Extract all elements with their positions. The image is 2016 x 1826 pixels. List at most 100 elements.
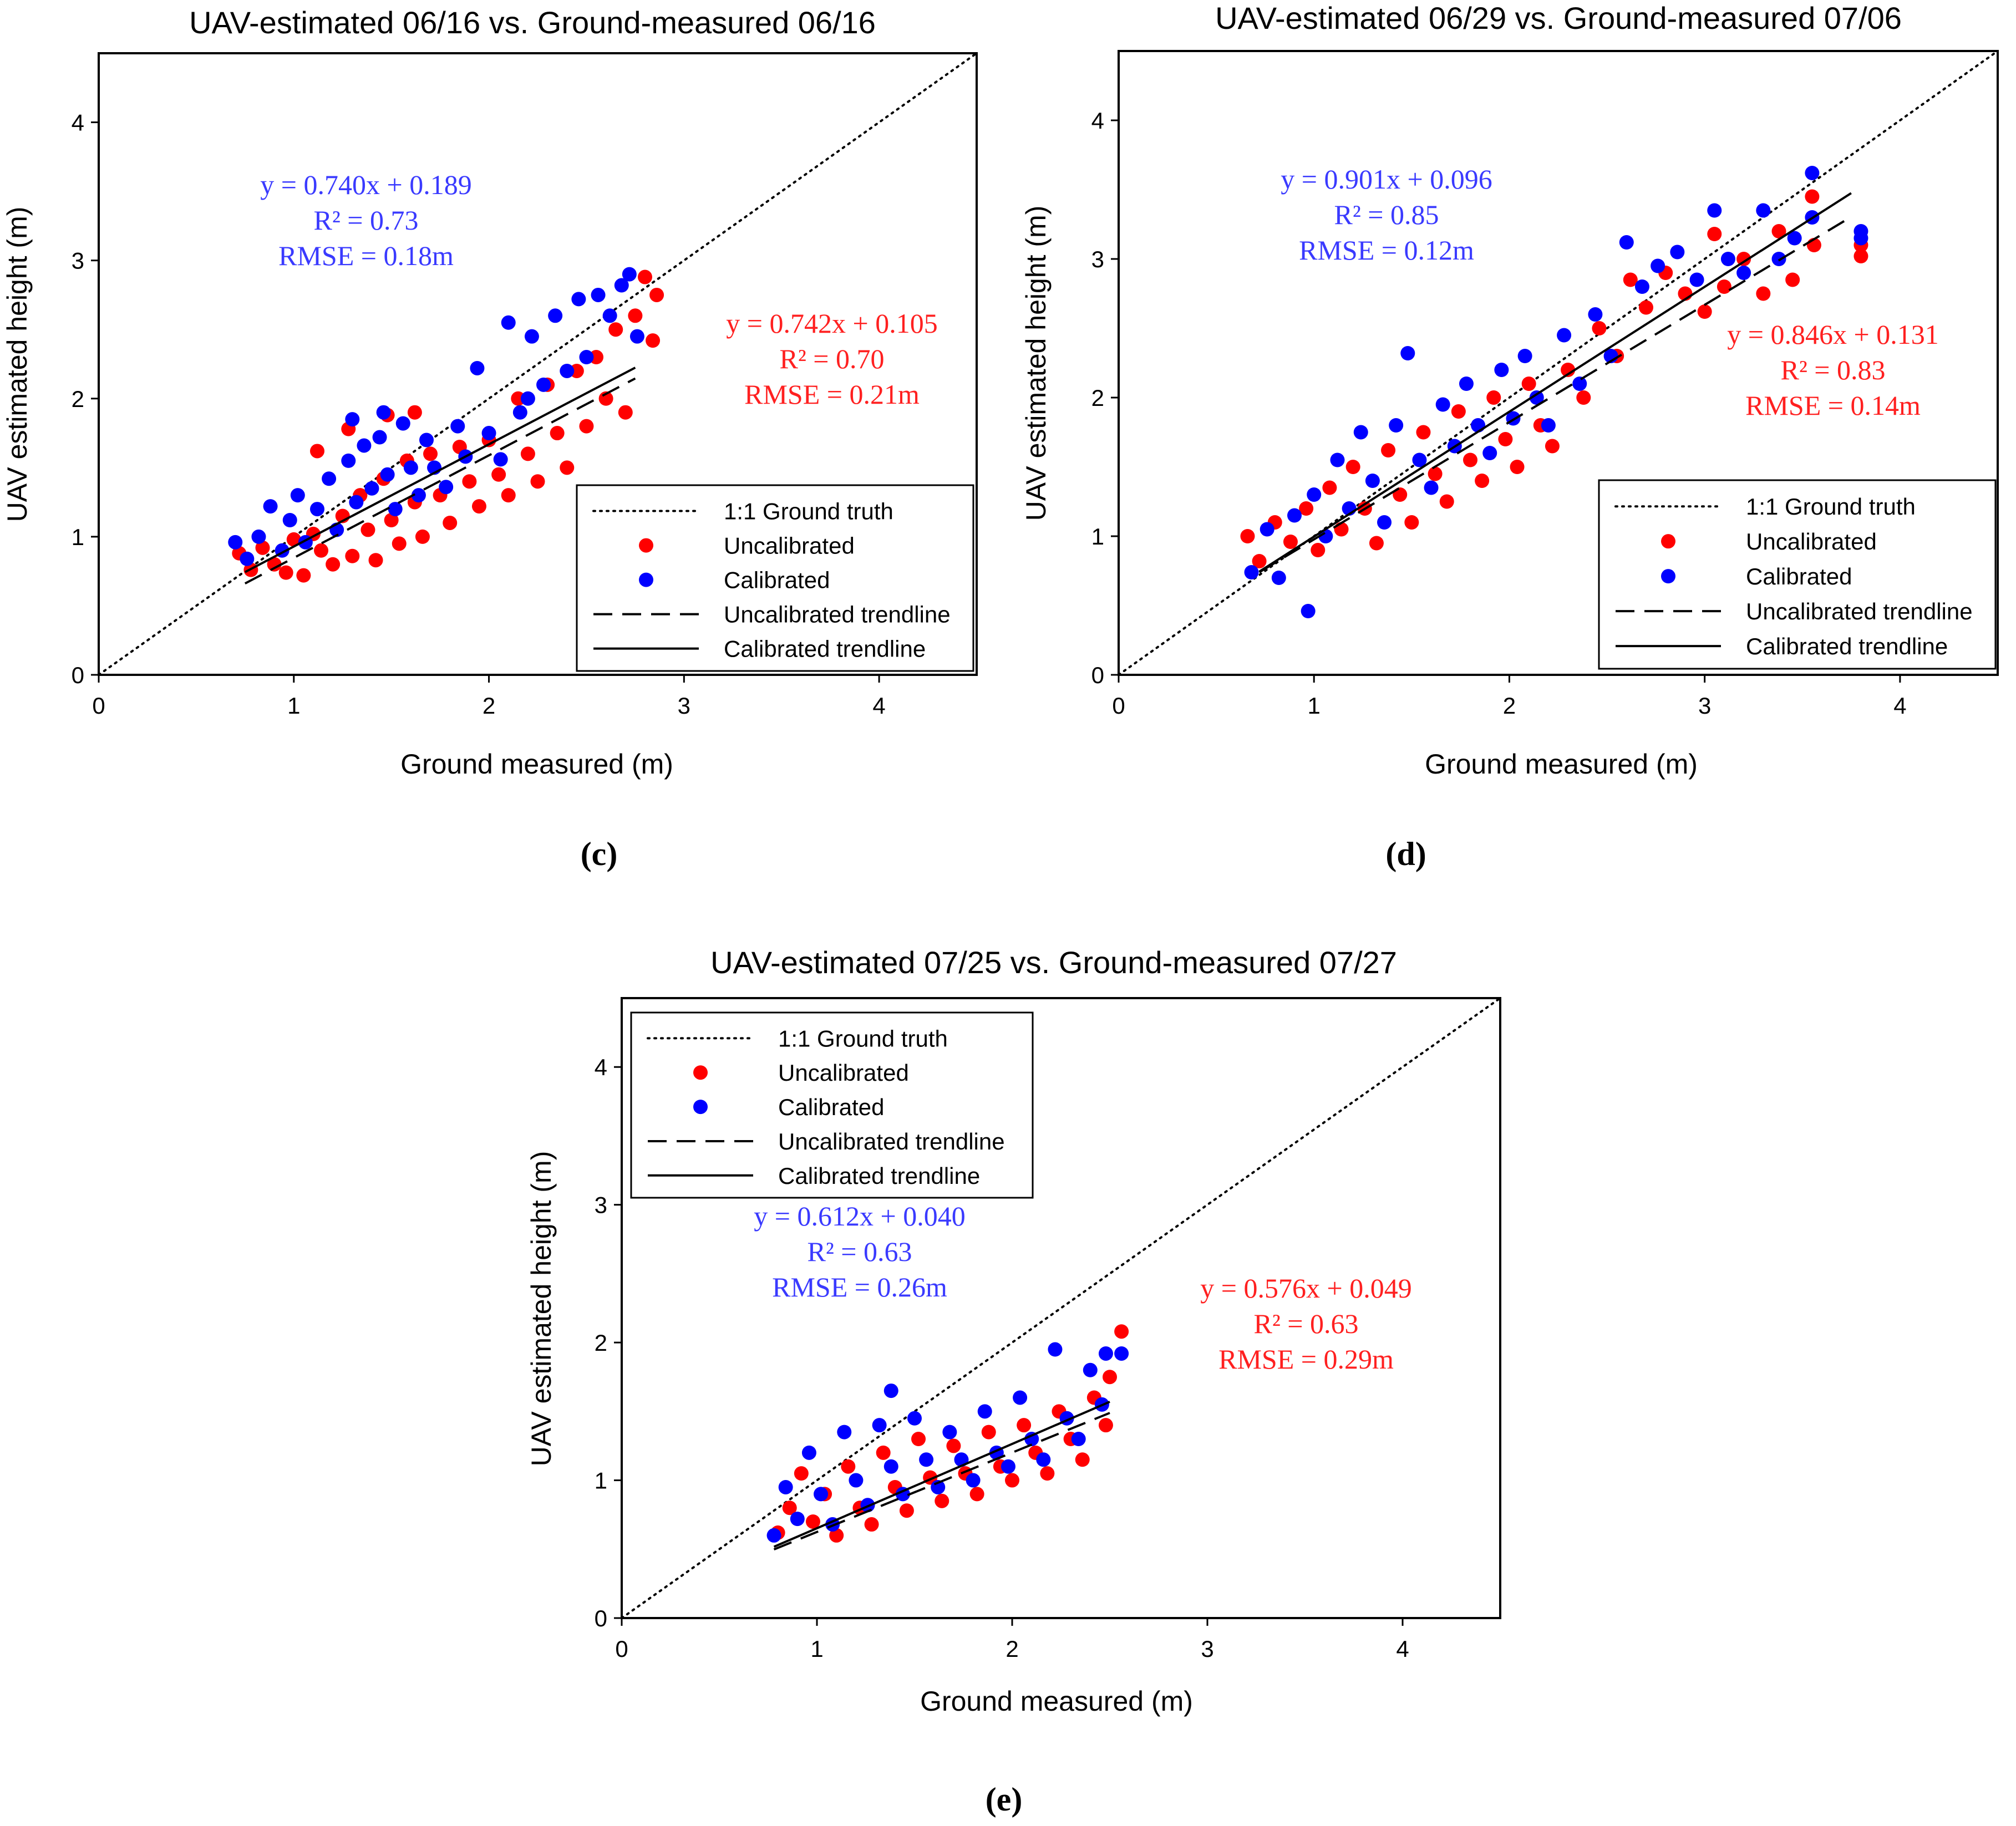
calibrated-point [1771,252,1786,266]
calibrated-point [1634,279,1649,294]
calibrated-fit-rmse: RMSE = 0.18m [278,240,454,271]
legend-label: 1:1 Ground truth [1746,494,1916,520]
uncalibrated-point [829,1528,844,1543]
calibrated-point [1024,1432,1039,1447]
x-tick-label: 0 [92,693,105,719]
uncalibrated-point [946,1438,961,1453]
calibrated-point [1412,452,1427,467]
plot-frame [1118,50,1999,676]
uncalibrated-point [1623,272,1638,287]
uncalibrated-fit-r2: R² = 0.70 [779,343,884,374]
uncalibrated-point [628,308,643,323]
x-tick-label: 3 [1698,693,1711,719]
calibrated-point [907,1411,922,1426]
calibrated-point [1459,377,1474,391]
calibrated-point [883,1459,898,1474]
uncalibrated-point [637,269,652,284]
ground-truth-line [621,997,1501,1619]
uncalibrated-point [384,512,399,527]
legend-label: 1:1 Ground truth [724,499,893,525]
uncalibrated-point [935,1493,949,1508]
uncalibrated-point [1510,460,1525,474]
calibrated-fit-eq: y = 0.740x + 0.189 [260,169,471,200]
uncalibrated-point [1717,279,1731,294]
calibrated-point [977,1404,992,1419]
x-tick-label: 2 [483,693,495,719]
calibrated-point [1853,231,1868,246]
calibrated-point [1517,349,1532,363]
uncalibrated-point [1545,439,1560,454]
calibrated-point [411,488,426,503]
calibrated-point [1048,1342,1063,1357]
calibrated-point [790,1512,805,1527]
uncalibrated-fit-eq: y = 0.576x + 0.049 [1200,1273,1411,1304]
calibrated-point [622,267,637,282]
x-axis-label: Ground measured (m) [920,1686,1193,1717]
calibrated-point [1071,1432,1086,1447]
uncalibrated-fit-eq: y = 0.846x + 0.131 [1727,319,1938,350]
uncalibrated-point [1416,425,1431,440]
calibrated-point [1013,1390,1028,1405]
uncalibrated-point [1103,1370,1117,1385]
uncalibrated-point [1756,286,1771,301]
calibrated-point [1529,390,1544,405]
uncalibrated-point [550,426,565,441]
calibrated-fit-eq: y = 0.901x + 0.096 [1281,164,1492,195]
uncalibrated-fit-rmse: RMSE = 0.14m [1745,390,1921,421]
calibrated-fit-rmse: RMSE = 0.26m [772,1271,947,1303]
legend-label: Uncalibrated trendline [778,1128,1005,1154]
calibrated-point [849,1473,864,1488]
legend-label: Calibrated [778,1094,884,1120]
calibrated-point [1330,452,1345,467]
calibrated-point [388,502,403,517]
calibrated-point [1036,1452,1051,1467]
chart-title: UAV-estimated 06/29 vs. Ground-measured … [1215,1,1902,35]
y-tick-label: 4 [595,1054,607,1080]
calibrated-point [450,419,465,434]
calibrated-point [1424,480,1439,495]
uncalibrated-fit-r2: R² = 0.83 [1780,354,1885,385]
uncalibrated-point [646,333,661,348]
calibrated-point [376,405,391,420]
calibrated-fit-eq: y = 0.612x + 0.040 [754,1201,965,1232]
uncalibrated-point [1463,452,1477,467]
chart-panel-c: UAV-estimated 06/16 vs. Ground-measured … [2,5,978,872]
calibrated-point [419,433,434,447]
uncalibrated-point [407,405,422,420]
uncalibrated-point [286,532,301,547]
uncalibrated-point [1707,227,1722,241]
calibrated-point [872,1418,887,1433]
calibrated-point [282,512,297,527]
x-axis-label: Ground measured (m) [1425,749,1698,780]
calibrated-point [357,438,372,453]
panel-label: (c) [581,836,618,872]
chart-panel-e: UAV-estimated 07/25 vs. Ground-measured … [526,945,1501,1818]
uncalibrated-point [345,548,360,563]
calibrated-point [1365,474,1380,488]
uncalibrated-point [1697,304,1712,319]
calibrated-point [372,430,387,445]
uncalibrated-point [1521,377,1536,391]
calibrated-point [814,1487,829,1502]
y-tick-label: 2 [595,1330,607,1356]
uncalibrated-point [876,1445,891,1460]
uncalibrated-fit-rmse: RMSE = 0.21m [744,379,920,410]
uncalibrated-point [520,446,535,461]
uncalibrated-point [1252,554,1267,568]
calibrated-point [263,499,278,514]
calibrated-point [591,287,606,302]
uncalibrated-point [267,557,282,572]
chart-title: UAV-estimated 06/16 vs. Ground-measured … [189,5,876,40]
uncalibrated-point [649,287,664,302]
legend-label: Calibrated trendline [1746,633,1948,659]
uncalibrated-point [360,522,375,537]
uncalibrated-trendline [773,1412,1110,1551]
legend-label: Uncalibrated [778,1060,909,1086]
calibrated-point [883,1384,898,1398]
calibrated-point [1670,245,1685,260]
x-tick-label: 0 [615,1636,628,1662]
legend-uncalibrated-swatch [1661,534,1675,549]
uncalibrated-point [1381,443,1396,457]
uncalibrated-point [309,444,324,459]
uncalibrated-point [1005,1473,1019,1488]
